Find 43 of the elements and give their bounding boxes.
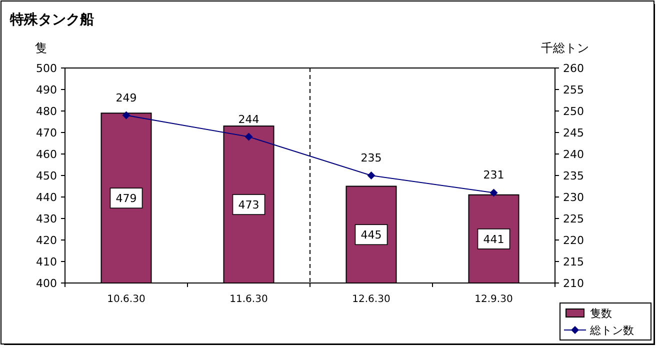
- legend-label: 隻数: [590, 307, 612, 320]
- y-tick-label: 490: [36, 84, 57, 96]
- data-label: 473: [238, 198, 260, 212]
- x-tick-label: 12.9.30: [474, 294, 513, 305]
- point: [122, 111, 130, 120]
- y-tick-label: 500: [36, 62, 57, 75]
- y-tick-label: 470: [36, 126, 57, 140]
- y-tick-label: 430: [36, 212, 57, 226]
- y2-tick-label: 210: [563, 277, 584, 290]
- point: [367, 172, 376, 180]
- y-tick-label: 460: [36, 148, 57, 161]
- y2-tick-label: 240: [563, 148, 584, 161]
- x-tick-label: 11.6.30: [230, 294, 268, 305]
- x-tick-label: 10.6.30: [107, 294, 146, 305]
- legend-label: 総トン数: [589, 324, 634, 337]
- y2-tick-label: 260: [563, 62, 584, 75]
- data-label: 441: [483, 232, 504, 246]
- data-label: 479: [116, 192, 137, 206]
- y2-tick-label: 220: [563, 234, 584, 247]
- y-tick-label: 400: [36, 277, 57, 290]
- data-label: 235: [360, 152, 382, 164]
- data-label: 231: [483, 168, 504, 182]
- y2-tick-label: 230: [563, 191, 584, 204]
- y-tick-label: 440: [36, 191, 57, 204]
- y-tick-label: 410: [36, 256, 57, 268]
- y2-tick-label: 225: [563, 212, 584, 226]
- y-tick-label: 420: [36, 234, 57, 247]
- point: [244, 132, 253, 141]
- y-tick-label: 450: [36, 170, 57, 182]
- data-label: 249: [116, 91, 137, 104]
- data-label: 445: [360, 228, 382, 242]
- y-axis-title: 隻: [35, 41, 47, 55]
- point: [490, 188, 498, 197]
- y2-tick-label: 245: [563, 126, 584, 140]
- chart-title: 特殊タンク船: [9, 12, 94, 28]
- data-label: 244: [238, 112, 260, 126]
- y2-tick-label: 250: [563, 105, 584, 118]
- y2-tick-label: 255: [563, 84, 584, 96]
- y-tick-label: 480: [36, 105, 57, 118]
- y2-tick-label: 235: [563, 170, 584, 182]
- x-tick-label: 12.6.30: [352, 294, 390, 305]
- y2-axis-title: 千総トン: [541, 41, 589, 55]
- y2-tick-label: 215: [563, 256, 584, 268]
